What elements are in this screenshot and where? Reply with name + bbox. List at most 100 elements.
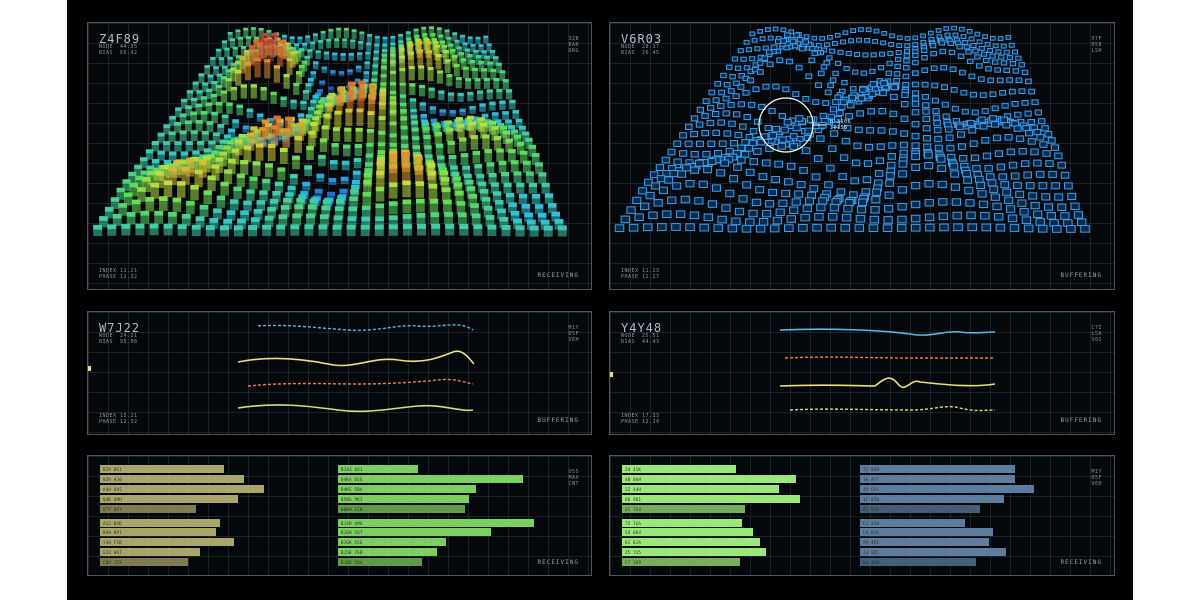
bar bbox=[622, 538, 760, 547]
channel-codes: X7F D58 LSH bbox=[1091, 36, 1102, 54]
bar-label: BJ6H 5GT bbox=[341, 530, 363, 536]
bar bbox=[338, 474, 523, 483]
bar-label: 2H 45K bbox=[625, 467, 642, 472]
panel-id: Z4F89 bbox=[99, 32, 141, 46]
node-readout: NODE 24.21 BIAS 95.08 bbox=[99, 333, 138, 345]
bar bbox=[860, 548, 1006, 557]
edge-marker bbox=[88, 366, 91, 371]
panel-id: V6R03 bbox=[621, 32, 663, 46]
bar bbox=[860, 494, 1004, 503]
terrain-panel-wireframe: 8.3106 10158 V6R03 NODE 28.17 BIAS 26.45 X7… bbox=[609, 22, 1115, 290]
bar-label: G24 HAT bbox=[103, 550, 122, 556]
bar bbox=[338, 558, 422, 567]
status-label: BUFFERING bbox=[537, 417, 579, 424]
bar-label: Q4K A9H bbox=[103, 496, 122, 502]
bar bbox=[100, 528, 216, 537]
bar bbox=[338, 518, 534, 527]
bar bbox=[860, 518, 965, 527]
edge-marker bbox=[610, 372, 613, 377]
target-circle bbox=[758, 97, 814, 153]
status-label: BUFFERING bbox=[1060, 272, 1102, 279]
bar-label: Z5 7X5 bbox=[625, 550, 642, 556]
bar-label: A4H 8A5 bbox=[103, 486, 122, 492]
bar bbox=[860, 538, 989, 547]
bar-label: H2 BJA bbox=[625, 540, 642, 546]
signal-panel-left: W7J22 NODE 24.21 BIAS 95.08 M1Y D5F V6H INDE… bbox=[87, 311, 592, 435]
bar bbox=[860, 474, 1015, 483]
bar bbox=[622, 528, 753, 537]
index-readout: INDEX 11.21 PHASE 12.32 bbox=[99, 268, 138, 280]
bar bbox=[860, 484, 1034, 493]
heatmap-terrain-render bbox=[93, 26, 567, 237]
bar bbox=[622, 474, 796, 483]
bar-label: 3K AYT bbox=[863, 476, 880, 482]
bar bbox=[100, 548, 200, 557]
bar-label: BJ4Z 0X1 bbox=[341, 467, 363, 472]
status-label: BUFFERING bbox=[1060, 417, 1102, 424]
target-readout: 8.3106 10158 bbox=[830, 119, 852, 131]
index-readout: INDEX 15.21 PHASE 12.32 bbox=[99, 413, 138, 425]
bar-label: J4 9B5 bbox=[863, 550, 880, 556]
bar-label: Y3H F5D bbox=[103, 540, 122, 546]
status-label: RECEIVING bbox=[537, 272, 579, 279]
bar bbox=[338, 548, 437, 557]
bar-label: A9 4PL bbox=[863, 540, 880, 546]
bar-label: C7 1U9 bbox=[625, 560, 642, 566]
bar-label: B4KA 05E bbox=[341, 476, 363, 482]
bar bbox=[622, 465, 736, 473]
bar-label: 5Q 0K4 bbox=[625, 530, 642, 536]
bar-label: BJ6D 5BA bbox=[341, 560, 363, 566]
trace-green-dashed bbox=[789, 405, 996, 412]
bar bbox=[100, 518, 220, 527]
bar-label: AD 9K1 bbox=[625, 496, 642, 502]
channel-codes: C7I L5A S02 bbox=[1091, 325, 1102, 343]
bar-label: H7Y 0XY bbox=[103, 506, 122, 512]
trace-yellow bbox=[779, 377, 996, 389]
bar bbox=[338, 538, 446, 547]
bar-label: W4H HP1 bbox=[103, 530, 122, 536]
trace-yellow bbox=[237, 350, 475, 367]
node-readout: NODE 28.17 BIAS 26.45 bbox=[621, 44, 660, 56]
node-readout: NODE 25.51 BIAS 44.43 bbox=[621, 333, 660, 345]
bar-label: L4 B1K bbox=[863, 530, 880, 536]
bar-label: J2 0AH bbox=[863, 467, 880, 472]
bar-label: C8H 1TX bbox=[103, 560, 122, 566]
bar-label: 2Z X4H bbox=[625, 486, 642, 492]
bar bbox=[622, 548, 766, 557]
signal-traces bbox=[610, 328, 996, 412]
bar-label: B1 V3A bbox=[863, 506, 880, 512]
bar bbox=[100, 538, 234, 547]
trace-orange-dashed bbox=[247, 378, 474, 387]
bar bbox=[100, 474, 244, 483]
bar bbox=[622, 558, 740, 567]
bar-label: B5BG 9K3 bbox=[341, 496, 363, 502]
bar-label: B4KE 5BA bbox=[341, 486, 363, 492]
channel-codes: 32B BAR DRG bbox=[568, 36, 579, 54]
wireframe-terrain-render bbox=[614, 25, 1090, 233]
bar-label: 4B 8AH bbox=[625, 476, 642, 482]
signal-panel-right: Y4Y48 NODE 25.51 BIAS 44.43 C7I L5A S02 INDE… bbox=[609, 311, 1115, 435]
bar-label: N4 3X9 bbox=[863, 560, 880, 566]
bar bbox=[860, 504, 980, 513]
bar-label: 1F 0T6 bbox=[863, 496, 880, 502]
bar bbox=[100, 465, 224, 473]
bar bbox=[622, 518, 742, 527]
trace-orange-dashed bbox=[784, 356, 995, 359]
bar bbox=[100, 558, 188, 567]
bar bbox=[100, 494, 238, 503]
bar-label: B29 BX1 bbox=[103, 467, 122, 472]
bar bbox=[338, 465, 418, 473]
bar bbox=[860, 528, 993, 537]
channel-codes: M1Y D5F V6H bbox=[568, 325, 579, 343]
bar-label: BJ4B 4MA bbox=[341, 520, 363, 526]
signal-traces bbox=[88, 324, 475, 413]
bar-label: 4X GA1 bbox=[863, 486, 880, 492]
panel-id: W7J22 bbox=[99, 321, 141, 335]
bar bbox=[860, 558, 976, 567]
trace-cyan bbox=[779, 328, 996, 336]
status-label: RECEIVING bbox=[537, 559, 579, 566]
bar-label: B6KH 1CB bbox=[341, 506, 363, 512]
bar-panel-left: B29 BX1 BZH H30 A4H 8A5 Q4K A9H H7Y 0XY A3J 0… bbox=[87, 455, 592, 576]
bar-label: BJ5K 7EB bbox=[341, 550, 363, 556]
channel-codes: U5S MAX CNT bbox=[568, 469, 579, 487]
